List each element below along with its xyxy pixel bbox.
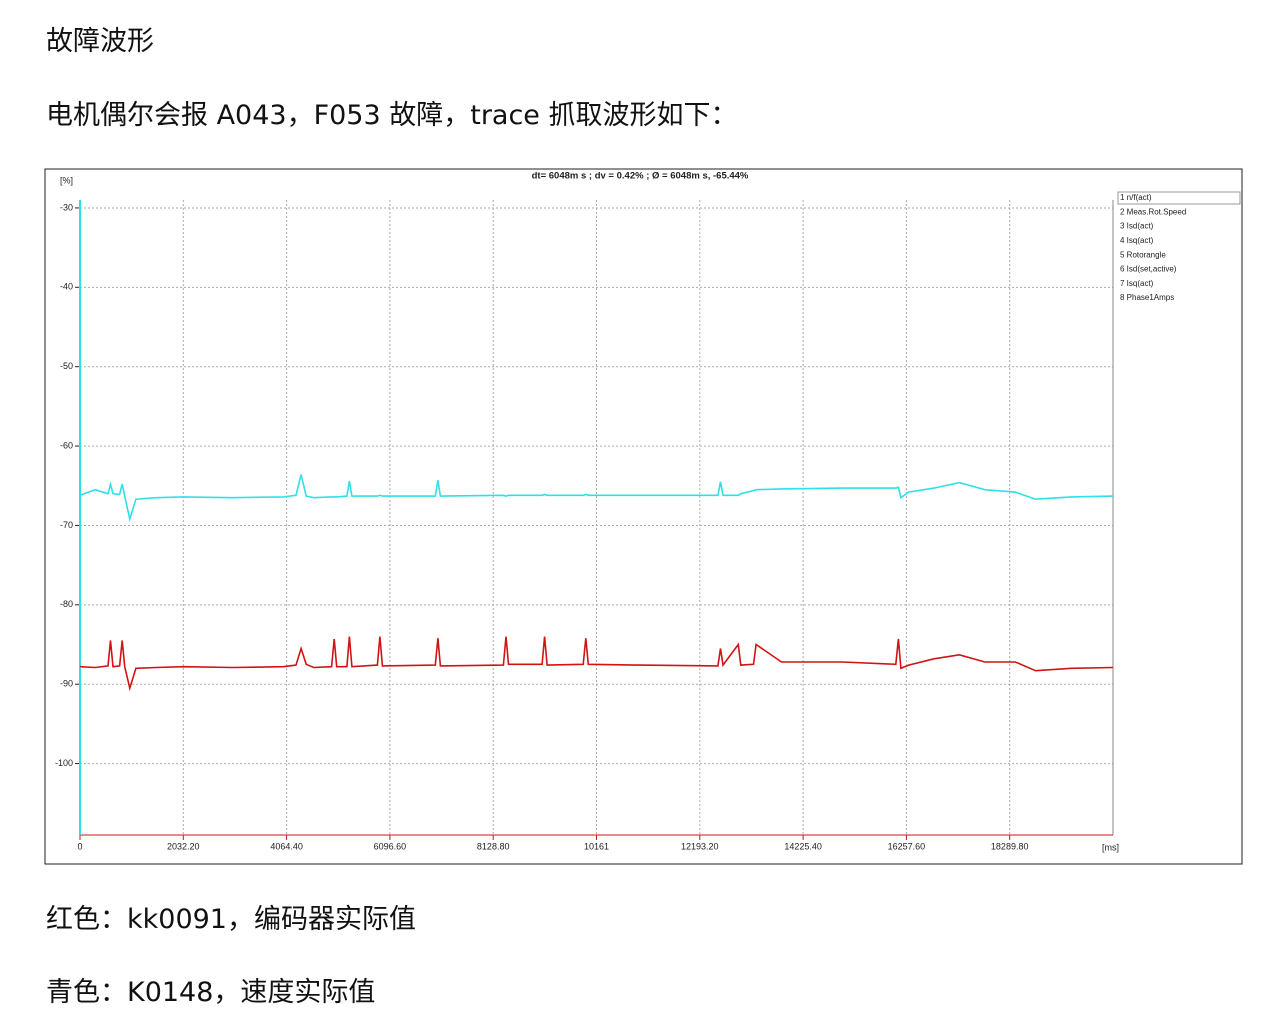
legend-entry: 3 Isd(act): [1120, 222, 1154, 231]
y-unit: [%]: [60, 175, 73, 185]
legend-highlight: [1117, 191, 1241, 205]
series-line: [79, 636, 1114, 692]
series-line: [79, 474, 1114, 523]
x-tick-label: 16257.60: [888, 841, 926, 851]
legend-entry: 4 Isq(act): [1120, 236, 1154, 245]
x-tick-label: 2032.20: [167, 841, 200, 851]
legend-entry: 1 n/f(act): [1120, 193, 1152, 202]
note: 青色：K0148，速度实际值: [46, 977, 376, 1008]
y-tick-label: -60: [60, 440, 73, 450]
y-tick-label: -90: [60, 679, 73, 689]
legend-entry: 6 Isd(set,active): [1120, 265, 1177, 274]
heading: 故障波形: [46, 26, 154, 57]
x-tick-label: 6096.60: [374, 841, 407, 851]
x-unit: [ms]: [1102, 842, 1119, 852]
x-tick-label: 0: [77, 841, 82, 851]
legend-entry: 5 Rotorangle: [1120, 250, 1166, 259]
x-tick-label: 12193.20: [681, 841, 719, 851]
y-tick-label: -50: [60, 361, 73, 371]
x-tick-label: 10161: [584, 841, 609, 851]
y-tick-label: -70: [60, 520, 73, 530]
legend-entry: 2 Meas.Rot.Speed: [1120, 207, 1186, 216]
x-tick-label: 4064.40: [270, 841, 303, 851]
x-tick-label: 18289.80: [991, 841, 1029, 851]
chart-title: dt= 6048m s ; dv = 0.42% ; Ø = 6048m s, …: [532, 171, 749, 182]
legend-entry: 8 Phase1Amps: [1120, 293, 1174, 302]
legend-entry: 7 Isq(act): [1120, 279, 1154, 288]
y-tick-label: -100: [55, 758, 73, 768]
note: 红色：kk0091，编码器实际值: [46, 904, 416, 935]
intro-text: 电机偶尔会报 A043，F053 故障，trace 抓取波形如下：: [46, 100, 738, 131]
y-tick-label: -80: [60, 599, 73, 609]
x-tick-label: 14225.40: [784, 841, 822, 851]
x-tick-label: 8128.80: [477, 841, 510, 851]
y-tick-label: -30: [60, 202, 73, 212]
chart-frame: [44, 168, 1243, 865]
y-tick-label: -40: [60, 282, 73, 292]
